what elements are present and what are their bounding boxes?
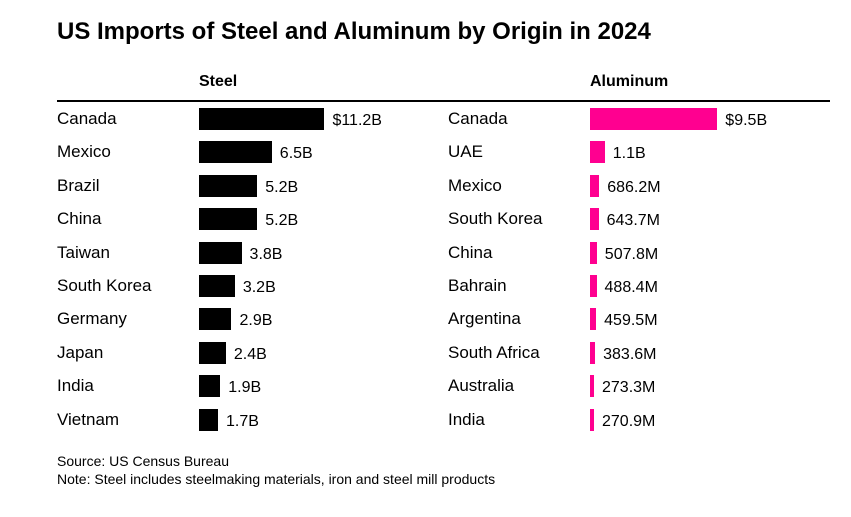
steel-value-label-taiwan: 3.8B: [249, 245, 283, 263]
aluminum-bar-south-korea: [590, 208, 599, 231]
aluminum-category-label-bahrain: Bahrain: [448, 276, 507, 295]
steel-bar-japan: [199, 341, 226, 364]
aluminum-column-header: Aluminum: [590, 73, 669, 90]
aluminum-value-label-bahrain: 488.4M: [604, 279, 658, 296]
steel-category-label-south-korea: South Korea: [57, 276, 152, 295]
aluminum-value-label-china: 507.8M: [604, 245, 659, 263]
aluminum-bar-bahrain: [590, 275, 597, 297]
steel-value-label-mexico: 6.5B: [279, 145, 313, 163]
aluminum-bar-south-africa: [590, 341, 596, 364]
aluminum-category-label-south-korea: South Korea: [448, 209, 543, 229]
chart-title: US Imports of Steel and Aluminum by Orig…: [57, 18, 651, 45]
steel-bar-china: [199, 208, 258, 231]
steel-bar-taiwan: [199, 241, 242, 264]
steel-category-label-germany: Germany: [57, 309, 127, 329]
aluminum-category-label-china: China: [448, 242, 493, 262]
aluminum-bar-argentina: [590, 308, 597, 331]
aluminum-value-label-india: 270.9M: [602, 412, 656, 430]
aluminum-category-label-india: India: [448, 409, 485, 429]
aluminum-value-label-south-korea: 643.7M: [606, 212, 660, 230]
steel-bar-india: [199, 375, 221, 398]
aluminum-bar-india: [590, 408, 594, 431]
aluminum-category-label-australia: Australia: [448, 376, 515, 396]
aluminum-value-label-argentina: 459.5M: [604, 312, 658, 330]
steel-category-label-china: China: [57, 209, 102, 229]
aluminum-value-label-canada: $9.5B: [725, 112, 768, 129]
steel-bar-germany: [199, 308, 232, 331]
steel-bar-south-korea: [199, 275, 235, 297]
steel-value-label-india: 1.9B: [228, 379, 262, 397]
aluminum-category-label-argentina: Argentina: [448, 309, 521, 329]
aluminum-bar-canada: [590, 108, 718, 130]
steel-value-label-japan: 2.4B: [233, 345, 267, 363]
aluminum-category-label-uae: UAE: [448, 142, 483, 162]
steel-value-label-germany: 2.9B: [239, 312, 273, 330]
aluminum-bar-mexico: [590, 174, 600, 197]
source-note: Source: US Census Bureau: [57, 453, 229, 469]
steel-category-label-mexico: Mexico: [57, 142, 111, 162]
steel-category-label-japan: Japan: [57, 342, 104, 362]
steel-bar-mexico: [199, 141, 272, 164]
steel-category-label-taiwan: Taiwan: [57, 242, 110, 262]
steel-category-label-india: India: [57, 376, 94, 396]
steel-category-label-vietnam: Vietnam: [57, 409, 120, 429]
aluminum-value-label-south-africa: 383.6M: [603, 345, 657, 363]
aluminum-value-label-australia: 273.3M: [602, 379, 656, 397]
steel-bar-vietnam: [199, 408, 219, 431]
aluminum-bar-australia: [590, 375, 594, 398]
steel-value-label-canada: $11.2B: [332, 112, 382, 129]
header-rule: [57, 100, 830, 102]
steel-category-label-canada: Canada: [57, 109, 117, 128]
aluminum-bar-china: [590, 241, 597, 264]
steel-bar-brazil: [199, 174, 258, 197]
steel-category-label-brazil: Brazil: [57, 175, 100, 195]
footnote: Note: Steel includes steelmaking materia…: [57, 471, 496, 487]
steel-value-label-brazil: 5.2B: [265, 178, 299, 196]
steel-value-label-south-korea: 3.2B: [242, 279, 276, 296]
steel-column-header: Steel: [199, 73, 238, 90]
steel-value-label-vietnam: 1.7B: [226, 412, 259, 430]
aluminum-bar-uae: [590, 141, 605, 164]
aluminum-value-label-uae: 1.1B: [612, 145, 646, 163]
aluminum-category-label-mexico: Mexico: [448, 175, 502, 195]
aluminum-category-label-south-africa: South Africa: [448, 342, 540, 362]
aluminum-value-label-mexico: 686.2M: [607, 178, 661, 196]
steel-bar-canada: [199, 108, 325, 130]
aluminum-category-label-canada: Canada: [448, 109, 508, 128]
steel-value-label-china: 5.2B: [265, 212, 299, 230]
